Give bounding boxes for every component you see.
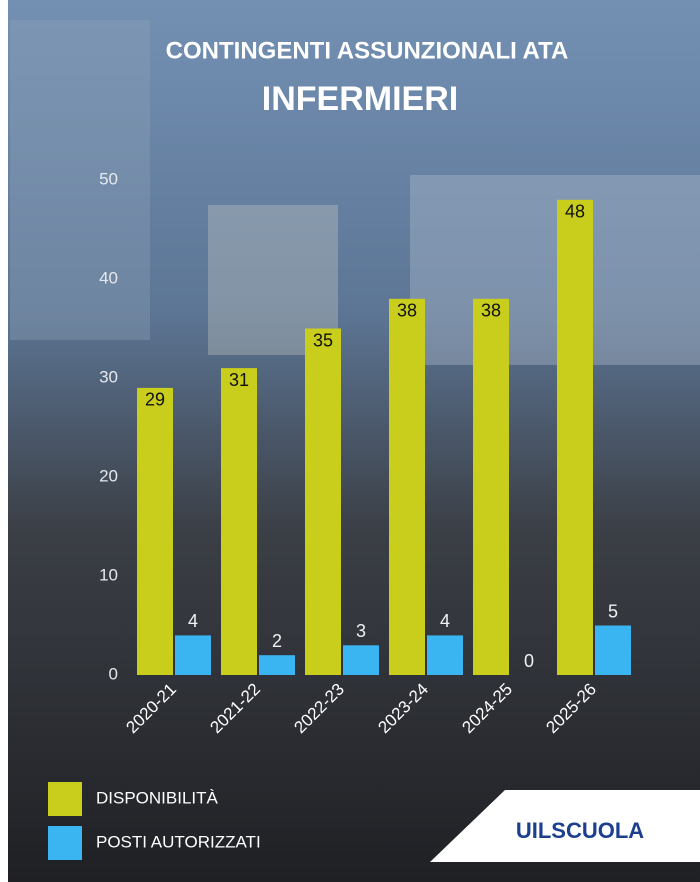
bar <box>473 298 509 675</box>
bar <box>557 199 593 676</box>
bar <box>175 635 211 675</box>
value-label: 2 <box>272 631 282 651</box>
bar <box>221 368 257 675</box>
y-tick-label: 10 <box>99 565 118 584</box>
legend-swatch <box>48 826 82 860</box>
value-label: 0 <box>524 651 534 671</box>
whiteboard <box>410 175 700 365</box>
y-tick-label: 20 <box>99 466 118 485</box>
bar <box>343 645 379 675</box>
chart-title: CONTINGENTI ASSUNZIONALI ATA <box>166 37 569 64</box>
value-label: 5 <box>608 601 618 621</box>
value-label: 48 <box>565 202 585 222</box>
bar <box>595 625 631 675</box>
bar <box>137 387 173 675</box>
bar <box>427 635 463 675</box>
legend-swatch <box>48 782 82 816</box>
value-label: 35 <box>313 330 333 350</box>
value-label: 4 <box>440 611 450 631</box>
y-tick-label: 40 <box>99 268 118 287</box>
logo: UILSCUOLA <box>516 818 644 843</box>
value-label: 38 <box>481 301 501 321</box>
edge <box>0 0 8 882</box>
value-label: 38 <box>397 301 417 321</box>
bar <box>305 328 341 675</box>
bar <box>259 655 295 675</box>
logo-panel <box>430 790 700 862</box>
bar <box>389 298 425 675</box>
value-label: 3 <box>356 621 366 641</box>
legend-label: POSTI AUTORIZZATI <box>96 832 261 851</box>
window <box>10 20 150 340</box>
y-tick-label: 30 <box>99 367 118 386</box>
y-tick-label: 50 <box>99 169 118 188</box>
value-label: 31 <box>229 370 249 390</box>
value-label: 29 <box>145 390 165 410</box>
value-label: 4 <box>188 611 198 631</box>
chart-subtitle: INFERMIERI <box>262 80 458 118</box>
y-tick-label: 0 <box>109 664 118 683</box>
legend-label: DISPONIBILITÀ <box>96 788 219 807</box>
